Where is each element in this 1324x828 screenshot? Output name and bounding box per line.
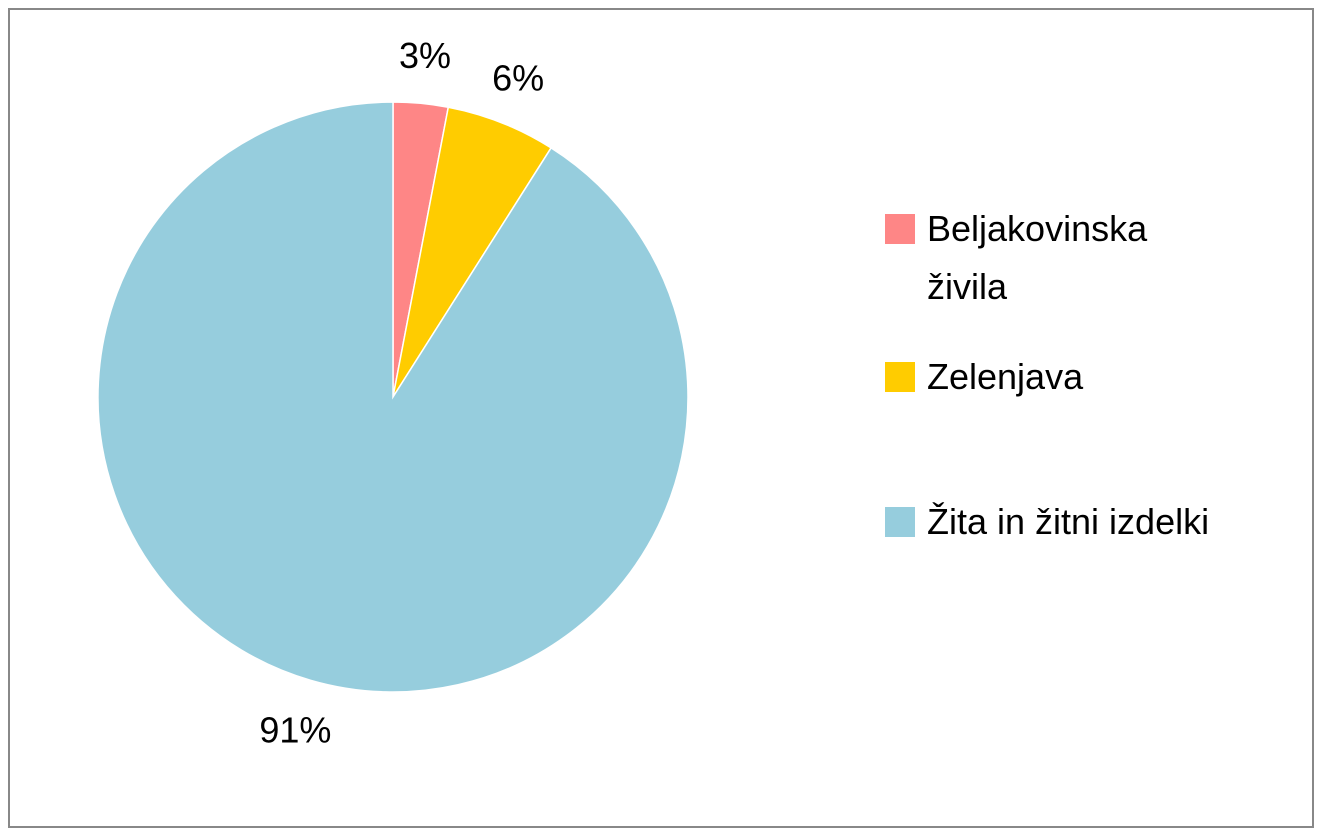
legend-label: Zelenjava [927,356,1084,397]
legend-entry: Zelenjava [885,348,1083,406]
legend-entry: Žita in žitni izdelki [885,493,1209,551]
legend-swatch [885,507,915,537]
legend-swatch [885,214,915,244]
pie-slice [97,101,689,693]
legend-swatch [885,362,915,392]
legend-label: Žita in žitni izdelki [927,501,1210,542]
data-label: 6% [492,57,544,98]
page: 3% 6% 91% Beljakovinska živila Zelenjava Žit… [8,8,1314,828]
legend-label: Beljakovinska živila [927,208,1148,307]
data-label: 3% [399,35,451,76]
data-label: 91% [259,710,331,751]
chart: 3% 6% 91% [97,35,689,751]
legend-entry: Beljakovinska živila [885,200,1215,316]
